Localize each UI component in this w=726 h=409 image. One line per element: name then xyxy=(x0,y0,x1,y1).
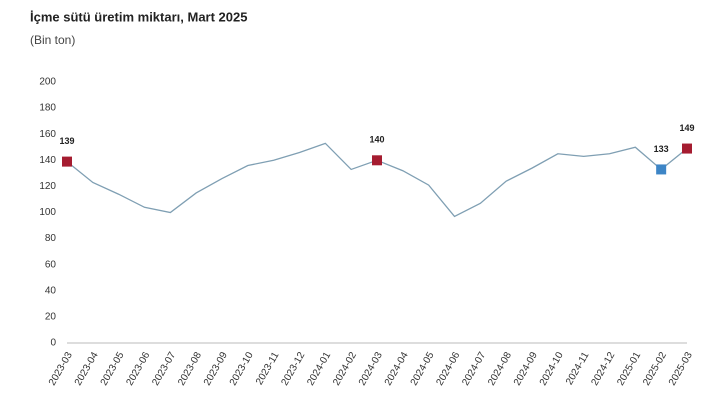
data-label: 149 xyxy=(679,123,694,133)
x-tick-label: 2024-06 xyxy=(435,350,463,388)
marker xyxy=(372,155,382,166)
x-tick-label: 2023-03 xyxy=(47,350,75,388)
data-label: 140 xyxy=(369,135,384,145)
x-tick-label: 2024-09 xyxy=(512,350,540,388)
data-label: 139 xyxy=(59,136,74,146)
x-tick-label: 2023-06 xyxy=(125,350,153,388)
x-tick-label: 2024-04 xyxy=(383,350,411,388)
y-tick-label: 40 xyxy=(45,285,57,296)
marker xyxy=(682,143,692,154)
line xyxy=(66,142,688,218)
data-label: 133 xyxy=(654,144,669,154)
y-tick-label: 20 xyxy=(45,312,57,323)
marker xyxy=(62,156,72,167)
x-tick-label: 2025-03 xyxy=(667,350,695,388)
x-tick-label: 2023-05 xyxy=(99,350,127,388)
x-tick-label: 2024-01 xyxy=(305,350,333,388)
x-tick-label: 2023-12 xyxy=(280,350,308,388)
chart-subtitle: (Bin ton) xyxy=(30,33,75,47)
chart-title: İçme sütü üretim miktarı, Mart 2025 xyxy=(30,9,247,24)
y-tick-label: 100 xyxy=(39,207,56,218)
y-tick-label: 120 xyxy=(39,181,56,192)
x-tick-label: 2025-01 xyxy=(615,350,643,388)
y-tick-label: 160 xyxy=(39,129,56,140)
x-tick-label: 2023-04 xyxy=(73,350,101,388)
x-tick-label: 2024-05 xyxy=(409,350,437,388)
x-tick-label: 2024-07 xyxy=(460,350,488,388)
x-tick-label: 2024-10 xyxy=(538,350,566,388)
y-tick-label: 0 xyxy=(50,338,56,349)
x-tick-label: 2024-03 xyxy=(357,350,385,388)
y-tick-label: 180 xyxy=(39,103,56,114)
x-tick-label: 2023-10 xyxy=(228,350,256,388)
x-tick-label: 2024-11 xyxy=(564,350,592,387)
y-tick-label: 200 xyxy=(39,77,56,88)
x-tick-label: 2023-11 xyxy=(254,350,282,387)
y-tick-label: 80 xyxy=(45,233,57,244)
x-tick-label: 2025-02 xyxy=(641,350,669,388)
marker xyxy=(656,164,667,175)
y-tick-label: 140 xyxy=(39,155,56,166)
x-tick-label: 2024-08 xyxy=(486,350,514,388)
x-tick-label: 2023-07 xyxy=(150,350,178,388)
x-tick-label: 2023-09 xyxy=(202,350,230,388)
x-tick-label: 2023-08 xyxy=(176,350,204,388)
x-tick-label: 2024-12 xyxy=(590,350,618,388)
y-tick-label: 60 xyxy=(45,259,57,270)
x-tick-label: 2024-02 xyxy=(331,350,359,388)
